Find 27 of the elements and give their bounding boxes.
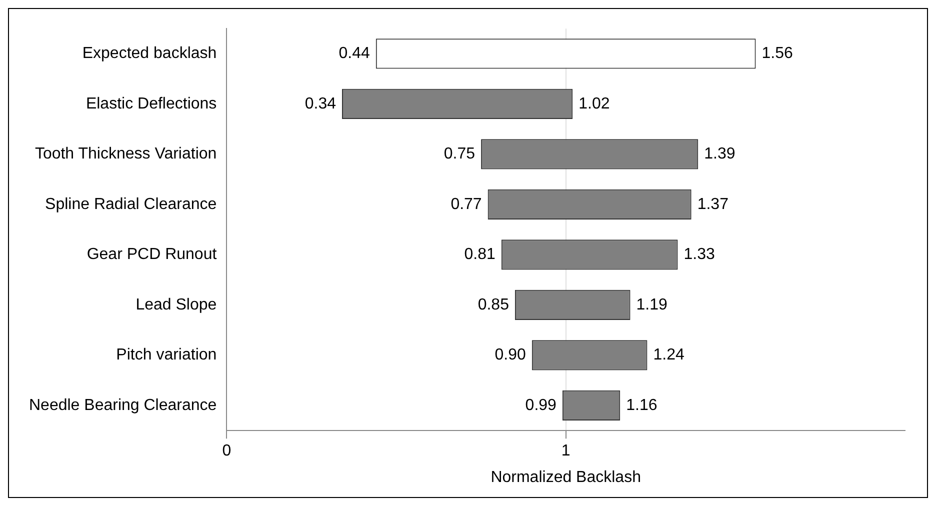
annotation: 0.99 bbox=[525, 396, 557, 414]
annotation: 1.37 bbox=[697, 196, 729, 213]
x-axis-title: Normalized Backlash bbox=[490, 468, 641, 486]
annotation: 1.24 bbox=[653, 346, 684, 364]
y-tick-label: Expected backlash bbox=[82, 45, 217, 62]
annotation: 1.19 bbox=[636, 296, 668, 314]
y-tick-label: Spline Radial Clearance bbox=[45, 196, 217, 213]
annotation: 1.16 bbox=[626, 396, 658, 414]
x-tick-label: 1 bbox=[561, 442, 570, 460]
annotation: 0.75 bbox=[444, 146, 476, 163]
x-tick-label: 0 bbox=[222, 442, 232, 460]
y-tick-label: Elastic Deflections bbox=[86, 95, 217, 112]
annotation: 1.02 bbox=[578, 95, 610, 112]
annotation: 0.44 bbox=[338, 45, 370, 62]
annotation: 1.39 bbox=[704, 146, 736, 163]
annotation: 0.77 bbox=[450, 196, 482, 213]
annotation: 0.81 bbox=[464, 246, 496, 264]
y-tick-label: Needle Bearing Clearance bbox=[29, 396, 217, 414]
y-tick-label: Lead Slope bbox=[136, 296, 217, 314]
annotation: 1.56 bbox=[762, 45, 794, 62]
annotation: 0.90 bbox=[494, 346, 526, 364]
annotation: 0.34 bbox=[304, 95, 336, 112]
annotation: 0.85 bbox=[478, 296, 510, 314]
y-tick-label: Gear PCD Runout bbox=[86, 246, 218, 264]
y-tick-label: Pitch variation bbox=[116, 346, 217, 364]
annotation: 1.33 bbox=[684, 246, 715, 264]
y-tick-label: Tooth Thickness Variation bbox=[34, 146, 217, 163]
